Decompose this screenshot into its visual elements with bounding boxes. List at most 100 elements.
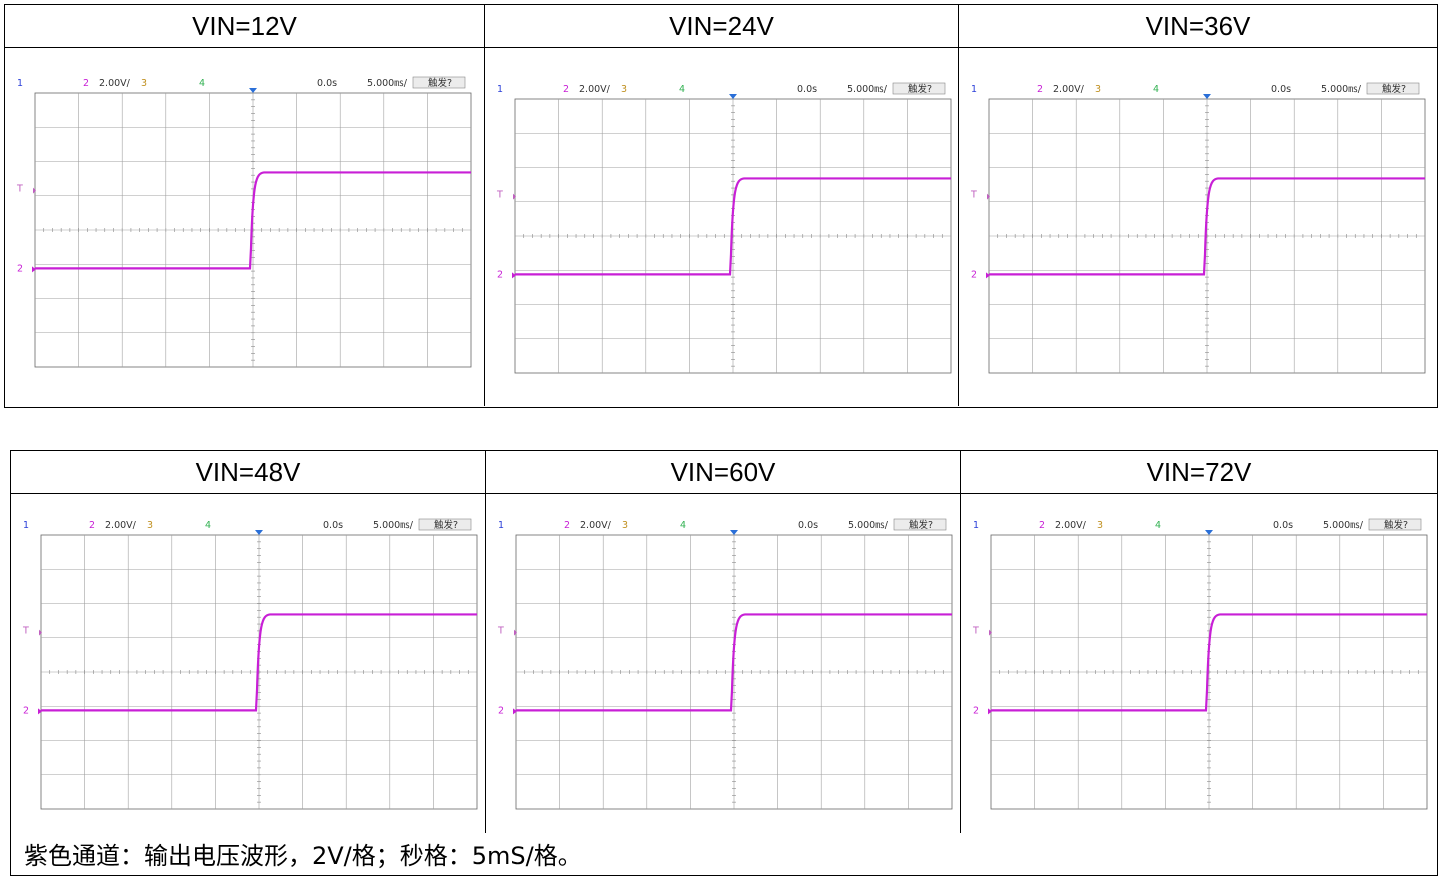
center-ticks <box>40 534 478 810</box>
panel-vin-60: VIN=60V 1 2 2.00V/3 4 0.0s 5.000㎳/ 触发? T 2 <box>486 451 961 833</box>
ch4-label: 4 <box>199 78 205 89</box>
trigger-box <box>892 82 946 95</box>
panel-title: VIN=72V <box>961 451 1437 494</box>
ch2-ground-marker: 2 <box>497 269 503 280</box>
trigger-level-marker: T <box>16 184 23 195</box>
panel-title: VIN=36V <box>959 5 1437 48</box>
trigger-position-marker <box>1203 94 1211 99</box>
time-scale: 5.000㎳/ <box>848 520 889 531</box>
trigger-level-marker: T <box>496 190 503 201</box>
trigger-position-marker <box>255 530 263 535</box>
panel-vin-36: VIN=36V 1 2 2.00V/3 4 0.0s 5.000㎳/ 触发? T 2 <box>959 5 1437 406</box>
ch2-scale: 2.00V/ <box>579 84 611 95</box>
center-ticks <box>988 98 1426 374</box>
ch1-label: 1 <box>497 84 503 95</box>
trigger-status: 触发? <box>1382 83 1406 95</box>
trigger-box <box>1366 82 1420 95</box>
trigger-level-arrow <box>513 193 516 200</box>
center-ticks <box>514 98 952 374</box>
ch2-label: 2 <box>1037 84 1043 95</box>
oscilloscope-screenshot: 1 2 2.00V/3 4 0.0s 5.000㎳/ 触发? T 2 <box>971 517 1428 810</box>
oscilloscope-screenshot: 1 2 2.00V/3 4 0.0s 5.000㎳/ 触发? T 2 <box>15 75 472 368</box>
oscilloscope-screenshot: 1 2 2.00V/3 4 0.0s 5.000㎳/ 触发? T 2 <box>21 517 478 810</box>
trigger-status: 触发? <box>1384 519 1408 531</box>
ch2-label: 2 <box>83 78 89 89</box>
trigger-position-marker <box>730 530 738 535</box>
oscilloscope-screenshot: 1 2 2.00V/3 4 0.0s 5.000㎳/ 触发? T 2 <box>969 81 1426 374</box>
ch3-label: 3 <box>141 78 147 89</box>
trigger-position-marker <box>1205 530 1213 535</box>
oscilloscope-screenshot: 1 2 2.00V/3 4 0.0s 5.000㎳/ 触发? T 2 <box>495 81 952 374</box>
table-top: VIN=12V 1 2 2.00V/3 4 0.0s 5.000㎳/ 触发? T 2 VIN=2… <box>4 4 1438 408</box>
panel-vin-48: VIN=48V 1 2 2.00V/3 4 0.0s 5.000㎳/ 触发? T 2 <box>11 451 486 833</box>
ch3-label: 3 <box>1097 520 1103 531</box>
center-ticks <box>515 534 953 810</box>
ch2-ground-arrow <box>512 272 516 279</box>
ch3-label: 3 <box>621 84 627 95</box>
ch2-ground-arrow <box>513 708 517 715</box>
time-scale: 5.000㎳/ <box>367 78 408 89</box>
trigger-level-arrow <box>39 629 42 636</box>
ch2-ground-arrow <box>986 272 990 279</box>
ch2-ground-marker: 2 <box>498 705 504 716</box>
trigger-level-marker: T <box>497 626 504 637</box>
ch4-label: 4 <box>1155 520 1161 531</box>
ch2-trace <box>35 171 471 270</box>
time-offset: 0.0s <box>323 520 343 531</box>
ch2-ground-marker: 2 <box>23 705 29 716</box>
trigger-level-marker: T <box>972 626 979 637</box>
trigger-level-arrow <box>989 629 992 636</box>
trigger-level-marker: T <box>22 626 29 637</box>
panel-vin-72: VIN=72V 1 2 2.00V/3 4 0.0s 5.000㎳/ 触发? T 2 <box>961 451 1437 833</box>
trigger-level-arrow <box>514 629 517 636</box>
ch1-label: 1 <box>971 84 977 95</box>
ch3-label: 3 <box>1095 84 1101 95</box>
trigger-status: 触发? <box>434 519 458 531</box>
panel-title: VIN=60V <box>486 451 960 494</box>
ch2-label: 2 <box>1039 520 1045 531</box>
center-ticks <box>34 92 472 368</box>
ch4-label: 4 <box>1153 84 1159 95</box>
trigger-status: 触发? <box>908 83 932 95</box>
panel-vin-12: VIN=12V 1 2 2.00V/3 4 0.0s 5.000㎳/ 触发? T 2 <box>5 5 485 406</box>
ch2-ground-marker: 2 <box>973 705 979 716</box>
ch2-scale: 2.00V/ <box>99 78 131 89</box>
ch2-ground-arrow <box>988 708 992 715</box>
center-ticks <box>990 534 1428 810</box>
trigger-level-arrow <box>33 187 36 194</box>
panel-title: VIN=12V <box>5 5 484 48</box>
trigger-box <box>412 76 466 89</box>
table-bottom: VIN=48V 1 2 2.00V/3 4 0.0s 5.000㎳/ 触发? T 2 VIN=6… <box>10 450 1438 834</box>
time-offset: 0.0s <box>797 84 817 95</box>
ch2-scale: 2.00V/ <box>1055 520 1087 531</box>
ch2-trace <box>516 613 952 712</box>
ch2-ground-marker: 2 <box>971 269 977 280</box>
time-offset: 0.0s <box>317 78 337 89</box>
trigger-position-marker <box>729 94 737 99</box>
time-scale: 5.000㎳/ <box>847 84 888 95</box>
time-scale: 5.000㎳/ <box>373 520 414 531</box>
ch2-scale: 2.00V/ <box>1053 84 1085 95</box>
trigger-box <box>893 518 947 531</box>
trigger-box <box>418 518 472 531</box>
time-scale: 5.000㎳/ <box>1323 520 1364 531</box>
ch2-label: 2 <box>563 84 569 95</box>
ch4-label: 4 <box>680 520 686 531</box>
caption: 紫色通道：输出电压波形，2V/格；秒格：5mS/格。 <box>10 832 1438 876</box>
time-offset: 0.0s <box>1273 520 1293 531</box>
ch1-label: 1 <box>498 520 504 531</box>
ch1-label: 1 <box>17 78 23 89</box>
ch2-ground-marker: 2 <box>17 263 23 274</box>
trigger-position-marker <box>249 88 257 93</box>
panel-title: VIN=24V <box>485 5 958 48</box>
time-offset: 0.0s <box>1271 84 1291 95</box>
trigger-level-arrow <box>987 193 990 200</box>
panel-title: VIN=48V <box>11 451 485 494</box>
ch4-label: 4 <box>679 84 685 95</box>
ch2-trace <box>991 613 1427 712</box>
trigger-level-marker: T <box>970 190 977 201</box>
oscilloscope-screenshot: 1 2 2.00V/3 4 0.0s 5.000㎳/ 触发? T 2 <box>496 517 953 810</box>
ch4-label: 4 <box>205 520 211 531</box>
trigger-box <box>1368 518 1422 531</box>
ch2-ground-arrow <box>32 266 36 273</box>
